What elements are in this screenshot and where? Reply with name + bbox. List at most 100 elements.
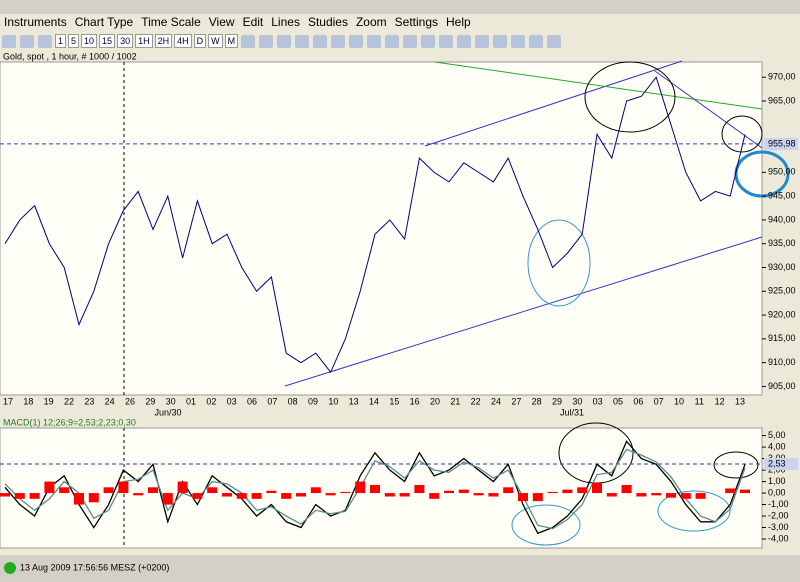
x-tick-label: 21	[450, 396, 460, 406]
timescale-button[interactable]: 30	[117, 34, 134, 48]
tool-icon[interactable]	[403, 34, 418, 48]
tool-icon[interactable]	[241, 34, 256, 48]
tool-icon[interactable]	[529, 34, 544, 48]
tool-icon[interactable]	[547, 34, 562, 48]
menu-item[interactable]: Help	[446, 15, 471, 29]
tool-icon[interactable]	[475, 34, 490, 48]
timescale-button[interactable]: M	[224, 34, 239, 48]
x-tick-label: 13	[349, 396, 359, 406]
menu-bar: Instruments Chart Type Time Scale View Edit L…	[0, 14, 800, 31]
tool-icon[interactable]	[511, 34, 526, 48]
menu-item[interactable]: Zoom	[355, 15, 387, 29]
menu-item[interactable]: Studies	[307, 15, 348, 29]
histogram-bar	[547, 491, 558, 494]
histogram-bar	[725, 488, 736, 494]
x-tick-label: 12	[715, 396, 725, 406]
y-tick-label: -4,00	[768, 533, 789, 543]
y-tick-label: 915,00	[768, 333, 796, 343]
tool-icon[interactable]	[349, 34, 364, 48]
x-tick-label: 23	[84, 396, 94, 406]
tool-icon[interactable]	[421, 34, 436, 48]
status-text: 13 Aug 2009 17:56:56 MESZ (+0200)	[20, 562, 169, 572]
macd-line	[4, 448, 746, 530]
y-tick-label: 920,00	[768, 309, 796, 319]
menu-item[interactable]: Instruments	[4, 15, 67, 29]
tool-icon[interactable]	[439, 34, 454, 48]
x-tick-label: 16	[410, 396, 420, 406]
timescale-button[interactable]: 1	[55, 34, 67, 48]
histogram-bar	[340, 491, 351, 494]
histogram-bar	[488, 493, 499, 497]
y-tick-label: 1,00	[768, 476, 786, 486]
x-tick-label: 07	[267, 396, 277, 406]
tool-icon[interactable]	[493, 34, 508, 48]
timescale-button[interactable]: 5	[68, 34, 80, 48]
tool-icon[interactable]	[295, 34, 310, 48]
histogram-bar	[666, 493, 676, 498]
menu-item[interactable]: Time Scale	[141, 15, 201, 29]
month-label: Jun/30	[154, 407, 181, 417]
x-tick-label: 02	[206, 396, 216, 406]
x-tick-label: 30	[166, 396, 176, 406]
x-tick-label: 22	[471, 396, 481, 406]
timescale-button[interactable]: D	[193, 34, 207, 48]
tool-icon[interactable]	[457, 34, 472, 48]
tool-icon[interactable]	[367, 34, 382, 48]
current-label: 2,53	[768, 458, 786, 468]
menu-item[interactable]: Chart Type	[74, 15, 134, 29]
histogram-bar	[680, 493, 691, 499]
histogram-bar	[458, 489, 469, 494]
timescale-button[interactable]: 10	[81, 34, 98, 48]
x-tick-label: 03	[593, 396, 603, 406]
timescale-button[interactable]: 1H	[135, 34, 153, 48]
x-tick-label: 26	[125, 396, 135, 406]
y-tick-label: -3,00	[768, 522, 789, 532]
histogram-bar	[636, 493, 647, 497]
tool-icon[interactable]	[38, 34, 52, 48]
y-tick-label: 5,00	[768, 430, 786, 440]
tool-icon[interactable]	[259, 34, 274, 48]
x-tick-label: 28	[532, 396, 542, 406]
timescale-button[interactable]: W	[208, 34, 223, 48]
timescale-button[interactable]: 4H	[174, 34, 192, 48]
menu-item[interactable]: Settings	[394, 15, 439, 29]
timescale-button[interactable]: 2H	[154, 34, 173, 48]
menu-item[interactable]: Lines	[271, 15, 300, 29]
tool-icon[interactable]	[331, 34, 346, 48]
histogram-bar	[207, 487, 218, 494]
y-tick-label: 965,00	[768, 95, 796, 105]
histogram-bar	[695, 493, 706, 499]
current-box	[764, 457, 798, 470]
histogram-bar	[740, 489, 750, 494]
menu-item[interactable]: View	[208, 15, 235, 29]
x-tick-label: 20	[430, 396, 440, 406]
x-tick-label: 06	[633, 396, 643, 406]
histogram-bar	[651, 493, 662, 496]
y-tick-label: 970,00	[768, 72, 796, 82]
histogram-bar	[236, 493, 247, 499]
histogram-bar	[621, 485, 632, 494]
x-tick-label: 10	[328, 396, 338, 406]
timescale-button[interactable]: 15	[99, 34, 116, 48]
x-tick-label: 07	[654, 396, 664, 406]
tool-icon[interactable]	[277, 34, 292, 48]
tool-icon[interactable]	[2, 34, 16, 48]
x-tick-label: 03	[227, 396, 237, 406]
price-line	[4, 76, 746, 374]
histogram-bar	[88, 493, 99, 503]
x-tick-label: 29	[145, 396, 155, 406]
y-tick-label: 940,00	[768, 214, 796, 224]
y-tick-label: 935,00	[768, 238, 796, 248]
histogram-bar	[148, 487, 158, 494]
tool-icon[interactable]	[385, 34, 400, 48]
status-icon	[4, 562, 16, 574]
histogram-bar	[444, 490, 454, 494]
x-tick-label: 19	[44, 396, 54, 406]
tool-icon[interactable]	[20, 34, 34, 48]
histogram-bar	[355, 481, 366, 494]
current-label: 955,98	[768, 138, 796, 148]
histogram-bar	[266, 490, 277, 494]
tool-icon[interactable]	[313, 34, 328, 48]
menu-item[interactable]: Edit	[242, 15, 264, 29]
x-tick-label: 29	[552, 396, 562, 406]
